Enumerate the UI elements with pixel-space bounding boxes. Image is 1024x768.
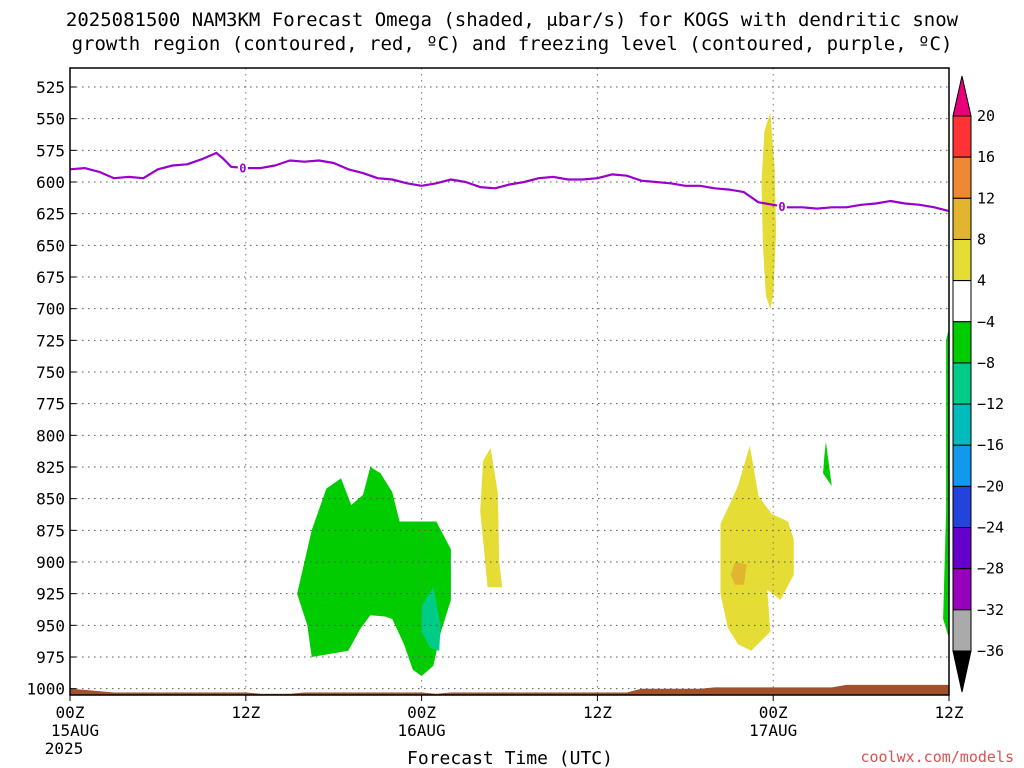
freezing-level-label-1: 0 [778, 200, 785, 214]
colorbar-label-3: 8 [977, 230, 986, 248]
colorbar-box-8 [952, 444, 972, 487]
x-tick-date-0: 15AUG [51, 721, 99, 740]
colorbar-label-6: −8 [977, 354, 995, 372]
freezing-level-label-0: 0 [239, 161, 246, 175]
y-tick-label-925: 925 [36, 585, 65, 604]
colorbar-box-2 [952, 197, 972, 240]
colorbar-label-10: −24 [977, 519, 1004, 537]
y-tick-label-975: 975 [36, 648, 65, 667]
y-tick-label-875: 875 [36, 521, 65, 540]
y-tick-label-950: 950 [36, 616, 65, 635]
x-tick-date-4: 17AUG [749, 721, 797, 740]
y-tick-label-675: 675 [36, 268, 65, 287]
credit-text: coolwx.com/models [860, 748, 1014, 766]
colorbar-label-1: 16 [977, 148, 995, 166]
omega-region-green-small-blob [823, 441, 832, 486]
colorbar: 20 16 12 8 4 −4 −8 −12 −16 −20 −24 −28 −32 −36 [952, 75, 1004, 693]
plot-frame [69, 67, 950, 696]
terrain-fill [70, 684, 949, 695]
freezing-label-bg-0 [237, 160, 248, 175]
y-tick-label-625: 625 [36, 205, 65, 224]
y-tick-label-550: 550 [36, 110, 65, 129]
colorbar-box-7 [952, 403, 972, 446]
grid-lines [70, 68, 949, 695]
terrain-layer [70, 684, 949, 695]
x-tick-date-2: 16AUG [398, 721, 446, 740]
chart-title-line-2: growth region (contoured, red, ºC) and f… [72, 33, 953, 55]
colorbar-label-8: −16 [977, 436, 1004, 454]
x-tick-year-0: 2025 [45, 739, 84, 758]
colorbar-label-2: 12 [977, 189, 995, 207]
y-tick-label-825: 825 [36, 458, 65, 477]
colorbar-label-11: −28 [977, 560, 1004, 578]
colorbar-label-0: 20 [977, 107, 995, 125]
colorbar-label-13: −36 [977, 642, 1004, 660]
colorbar-box-11 [952, 568, 972, 611]
colorbar-box-3 [952, 238, 972, 282]
colorbar-bottom-arrow [952, 650, 972, 693]
omega-shaded-regions [297, 112, 949, 676]
y-tick-label-775: 775 [36, 395, 65, 414]
y-tick-label-900: 900 [36, 553, 65, 572]
freezing-level-line [69, 151, 950, 213]
colorbar-box-10 [952, 527, 972, 570]
plot-area: 00 5255505756006256506757007257507758008… [26, 67, 964, 758]
colorbar-box-9 [952, 485, 972, 529]
x-tick-label-0: 00Z [56, 703, 85, 722]
colorbar-label-4: 4 [977, 272, 986, 290]
y-tick-label-800: 800 [36, 426, 65, 445]
freezing-label-bg-1 [776, 199, 787, 214]
y-axis: 525 550 575 600 625 650 675 700 725 750 775 800 825 8… [26, 78, 76, 699]
colorbar-box-12 [952, 609, 972, 652]
y-tick-label-750: 750 [36, 363, 65, 382]
omega-region-green-right-edge [943, 327, 949, 638]
y-tick-label-650: 650 [36, 236, 65, 255]
y-tick-label-1000: 1000 [26, 680, 65, 699]
x-tick-label-1: 12Z [231, 703, 260, 722]
freezing-level-layer: 00 [69, 151, 950, 214]
x-tick-label-4: 00Z [759, 703, 788, 722]
omega-region-orange-core [730, 562, 747, 585]
x-axis-label: Forecast Time (UTC) [407, 748, 613, 768]
omega-region-teal-core [421, 587, 441, 651]
x-tick-label-5: 12Z [935, 703, 964, 722]
omega-region-yellow-small [480, 448, 503, 588]
chart-title-line-1: 2025081500 NAM3KM Forecast Omega (shaded… [66, 9, 959, 31]
colorbar-box-6 [952, 362, 972, 405]
omega-region-green-lower-left [297, 467, 451, 676]
colorbar-label-5: −4 [977, 313, 995, 331]
x-tick-label-3: 12Z [583, 703, 612, 722]
colorbar-box-0 [952, 115, 972, 158]
colorbar-box-1 [952, 156, 972, 199]
colorbar-label-7: −12 [977, 395, 1004, 413]
y-tick-label-575: 575 [36, 141, 65, 160]
colorbar-label-9: −20 [977, 477, 1004, 495]
omega-region-yellow-large [720, 445, 794, 651]
colorbar-box-5 [952, 321, 972, 364]
colorbar-box-4 [952, 280, 972, 323]
omega-region-yellow-tall-streak [761, 112, 777, 309]
colorbar-label-12: −32 [977, 601, 1004, 619]
y-tick-label-725: 725 [36, 331, 65, 350]
y-tick-label-700: 700 [36, 300, 65, 319]
y-tick-label-850: 850 [36, 490, 65, 509]
y-tick-label-600: 600 [36, 173, 65, 192]
x-tick-label-2: 00Z [407, 703, 436, 722]
y-tick-label-525: 525 [36, 78, 65, 97]
